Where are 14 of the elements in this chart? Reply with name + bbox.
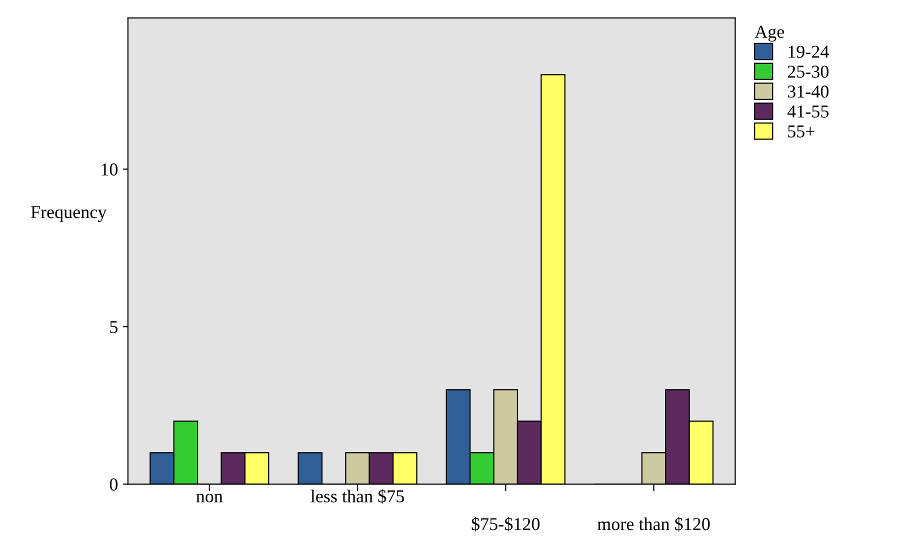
x-tick-label: non: [196, 494, 223, 502]
x-tick-label: $75-$120: [472, 516, 540, 532]
legend-label: 55+: [788, 126, 814, 138]
legend-label: 41-55: [787, 105, 828, 118]
legend-label: 31-40: [788, 85, 829, 98]
y-tick-label: 0: [110, 478, 118, 491]
legend-title: Age: [754, 26, 784, 42]
legend-label: 19-24: [788, 46, 829, 58]
y-tick-label: 5: [110, 321, 118, 334]
y-tick-label: 10: [102, 163, 118, 176]
legend-label: 25-30: [788, 66, 829, 78]
x-tick-label: more than $120: [597, 516, 710, 532]
y-axis-title: Frequency: [31, 206, 107, 222]
x-tick-label: less than $75: [310, 489, 404, 504]
